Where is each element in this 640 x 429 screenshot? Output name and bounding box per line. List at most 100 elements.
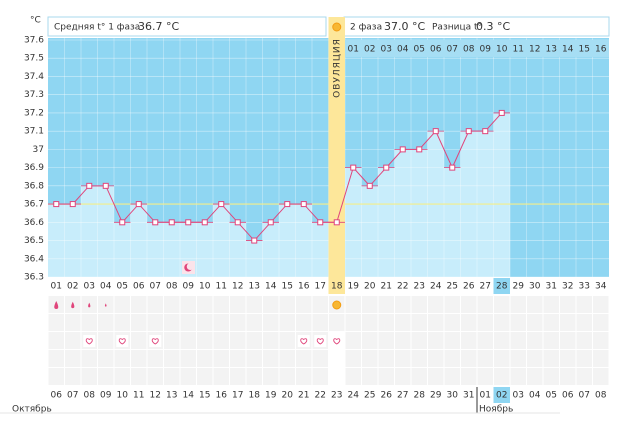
cell <box>312 314 328 331</box>
cell <box>527 314 543 331</box>
cell <box>48 368 64 385</box>
point <box>432 128 439 135</box>
point <box>218 201 225 208</box>
cell <box>65 314 81 331</box>
bar <box>114 222 131 277</box>
heart <box>316 338 324 345</box>
phase1-value: 36.7 °C <box>138 20 179 33</box>
cell <box>428 368 444 385</box>
phase2-day: 05 <box>414 45 425 55</box>
y-tick-label: 36.7 <box>24 200 44 210</box>
bar <box>229 222 246 277</box>
moon-cut <box>186 263 194 270</box>
cell <box>543 332 559 349</box>
y-tick-label: 37 <box>33 145 44 155</box>
day-label: 06 <box>133 282 145 292</box>
cell <box>180 314 196 331</box>
cell <box>246 368 262 385</box>
cell <box>81 350 97 367</box>
date-label: 28 <box>414 391 426 401</box>
cell <box>230 296 246 313</box>
bar <box>97 185 114 277</box>
phase2-day: 15 <box>579 45 590 55</box>
bar <box>312 222 329 277</box>
phase2-day: 09 <box>480 45 492 55</box>
bar <box>81 185 98 277</box>
bar <box>361 185 378 277</box>
heart-box <box>297 335 310 347</box>
cell <box>131 350 147 367</box>
date-label: 18 <box>249 391 261 401</box>
day-label: 13 <box>249 282 260 292</box>
bleeding-drop <box>88 302 91 308</box>
month-label: Ноябрь <box>479 405 513 415</box>
cell <box>395 296 411 313</box>
today-box <box>493 278 510 294</box>
cell <box>164 314 180 331</box>
cell <box>494 314 510 331</box>
cell <box>362 296 378 313</box>
point <box>284 201 291 208</box>
cell <box>48 350 64 367</box>
day-label: 18 <box>331 282 343 292</box>
date-label: 07 <box>67 391 78 401</box>
date-label: 24 <box>348 391 360 401</box>
cell <box>345 296 361 313</box>
cell <box>98 332 114 349</box>
day-label: 02 <box>67 282 78 292</box>
cell <box>65 368 81 385</box>
point <box>152 219 159 226</box>
day-label: 23 <box>414 282 425 292</box>
day-label: 11 <box>216 282 227 292</box>
bleeding-drop <box>54 301 59 309</box>
cell <box>345 314 361 331</box>
date-label: 05 <box>546 391 557 401</box>
point <box>185 219 192 226</box>
point <box>102 182 109 189</box>
point <box>267 219 274 226</box>
heart <box>85 338 93 345</box>
y-tick-label: 37.1 <box>24 127 44 137</box>
cell <box>230 314 246 331</box>
y-tick-label: 37.3 <box>24 90 44 100</box>
cell <box>180 350 196 367</box>
date-label: 06 <box>51 391 63 401</box>
point <box>482 128 489 135</box>
cell <box>213 296 229 313</box>
cell <box>279 332 295 349</box>
cell <box>180 368 196 385</box>
phase2-day: 11 <box>513 45 524 55</box>
y-tick-label: 36.5 <box>24 236 44 246</box>
heart <box>118 338 126 345</box>
point <box>416 146 423 153</box>
bleeding-drop <box>71 301 75 309</box>
cell <box>147 350 163 367</box>
point <box>399 146 406 153</box>
phase2-header <box>345 40 609 57</box>
date-label: 23 <box>331 391 342 401</box>
date-label: 17 <box>232 391 243 401</box>
cell <box>477 368 493 385</box>
today-date-box <box>493 387 510 403</box>
date-label: 08 <box>595 391 607 401</box>
point <box>135 201 142 208</box>
heart-box <box>116 335 129 347</box>
cell <box>527 350 543 367</box>
date-label: 03 <box>513 391 524 401</box>
cell <box>395 314 411 331</box>
date-label: 26 <box>381 391 393 401</box>
cell <box>263 332 279 349</box>
cell <box>510 314 526 331</box>
cell <box>576 332 592 349</box>
cell <box>444 314 460 331</box>
cell <box>362 350 378 367</box>
cell <box>477 314 493 331</box>
cell <box>461 368 477 385</box>
day-label: 21 <box>381 282 392 292</box>
cell <box>48 332 64 349</box>
cell <box>197 350 213 367</box>
cell <box>197 314 213 331</box>
cell <box>296 350 312 367</box>
cell <box>230 350 246 367</box>
phase2-day: 08 <box>463 45 475 55</box>
